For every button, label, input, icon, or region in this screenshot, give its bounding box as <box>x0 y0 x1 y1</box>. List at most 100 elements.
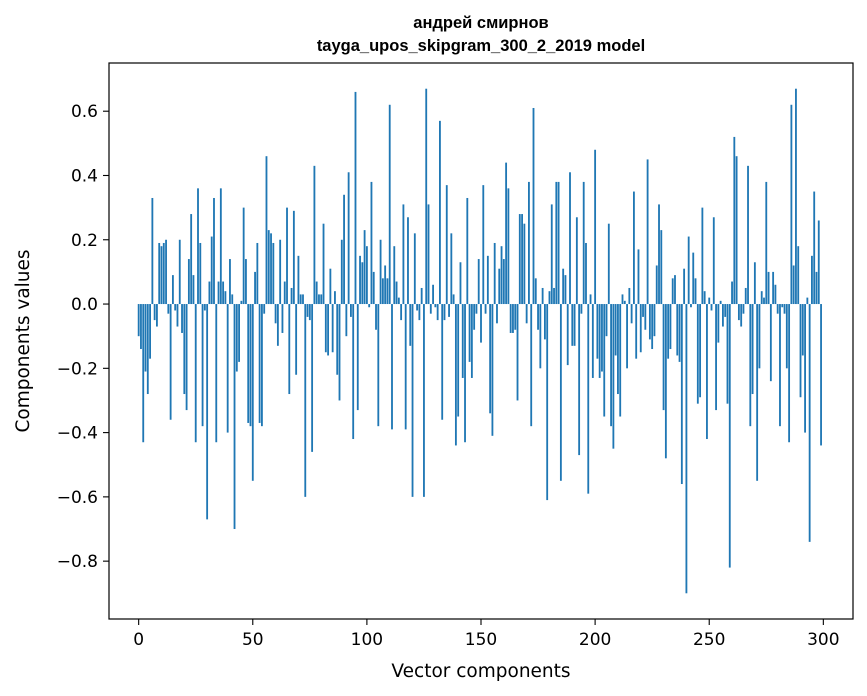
bar <box>550 204 553 305</box>
bar <box>790 104 793 305</box>
x-axis-ticks: 0 50 100 150 200 250 300 <box>133 619 840 650</box>
bar <box>240 300 243 305</box>
bar <box>322 223 325 305</box>
bar <box>811 255 813 305</box>
bar <box>703 291 706 305</box>
bar <box>601 304 603 372</box>
bar <box>217 281 220 305</box>
bar <box>633 191 635 305</box>
bar <box>569 172 571 305</box>
bar <box>692 252 695 305</box>
bar <box>448 304 450 317</box>
bar <box>203 304 206 311</box>
bar <box>646 159 649 305</box>
bar <box>541 287 544 305</box>
bar <box>724 304 727 317</box>
bar <box>671 278 674 305</box>
bar <box>525 304 528 324</box>
bar <box>566 304 569 366</box>
bar <box>619 304 622 417</box>
bar <box>352 304 355 440</box>
bar <box>480 304 482 343</box>
bar <box>685 304 688 594</box>
x-tick-label: 0 <box>133 630 144 650</box>
bar <box>507 188 510 305</box>
bar <box>423 304 425 497</box>
bar <box>461 304 464 378</box>
bar <box>286 207 288 305</box>
bar <box>443 304 446 321</box>
bar <box>475 304 478 314</box>
bar <box>153 304 156 321</box>
bar <box>815 271 818 305</box>
bar <box>484 304 487 314</box>
bar <box>779 304 781 427</box>
bar <box>345 304 348 337</box>
bar <box>760 291 763 305</box>
bar <box>605 304 608 337</box>
bar <box>580 304 583 314</box>
bar <box>320 294 323 305</box>
bar <box>292 210 295 305</box>
bar <box>194 304 197 443</box>
bar <box>439 120 441 305</box>
bar <box>251 304 254 481</box>
bar <box>502 259 505 305</box>
bar <box>562 268 565 305</box>
y-tick-label: −0.2 <box>57 359 98 379</box>
bar <box>582 181 585 305</box>
bar <box>267 230 270 305</box>
bar <box>635 304 638 359</box>
bar <box>653 304 656 337</box>
bar <box>452 294 455 305</box>
bar <box>384 265 387 305</box>
y-tick-label: 0.6 <box>71 102 98 122</box>
bar <box>372 271 375 305</box>
bar <box>302 294 304 305</box>
bar <box>416 304 419 311</box>
bar <box>758 304 761 369</box>
bar <box>496 304 498 324</box>
bar <box>361 262 364 305</box>
bar <box>543 304 546 340</box>
bar <box>530 304 533 427</box>
bar <box>249 304 252 427</box>
bar <box>792 265 795 305</box>
bar <box>434 304 437 308</box>
y-tick-label: 0.4 <box>71 166 98 186</box>
bar <box>610 304 612 427</box>
bar <box>409 304 412 346</box>
bar <box>457 304 460 417</box>
bar <box>708 297 711 305</box>
bar <box>644 304 647 330</box>
bar <box>290 287 293 305</box>
bar <box>813 191 816 305</box>
bar <box>265 156 268 305</box>
bar <box>717 304 720 343</box>
bar <box>690 304 692 308</box>
bar <box>532 107 535 305</box>
bar <box>418 304 421 321</box>
bar <box>368 304 371 308</box>
bar <box>546 304 549 501</box>
bar <box>740 304 743 327</box>
bar <box>514 304 517 330</box>
bar <box>247 304 250 423</box>
bar <box>607 223 610 305</box>
bar <box>256 242 259 305</box>
bar <box>662 304 665 411</box>
bar <box>224 291 227 305</box>
bar <box>350 304 352 317</box>
bar <box>261 304 263 427</box>
bar <box>747 165 749 305</box>
bar <box>295 304 298 375</box>
bar <box>651 304 654 350</box>
bar <box>183 304 186 395</box>
x-tick-label: 50 <box>242 630 264 650</box>
chart-title-line-1: андрей смирнов <box>413 14 548 32</box>
bar <box>603 304 606 417</box>
bar <box>658 204 660 305</box>
bar <box>712 217 715 305</box>
bar <box>612 304 615 449</box>
bar <box>306 304 309 317</box>
